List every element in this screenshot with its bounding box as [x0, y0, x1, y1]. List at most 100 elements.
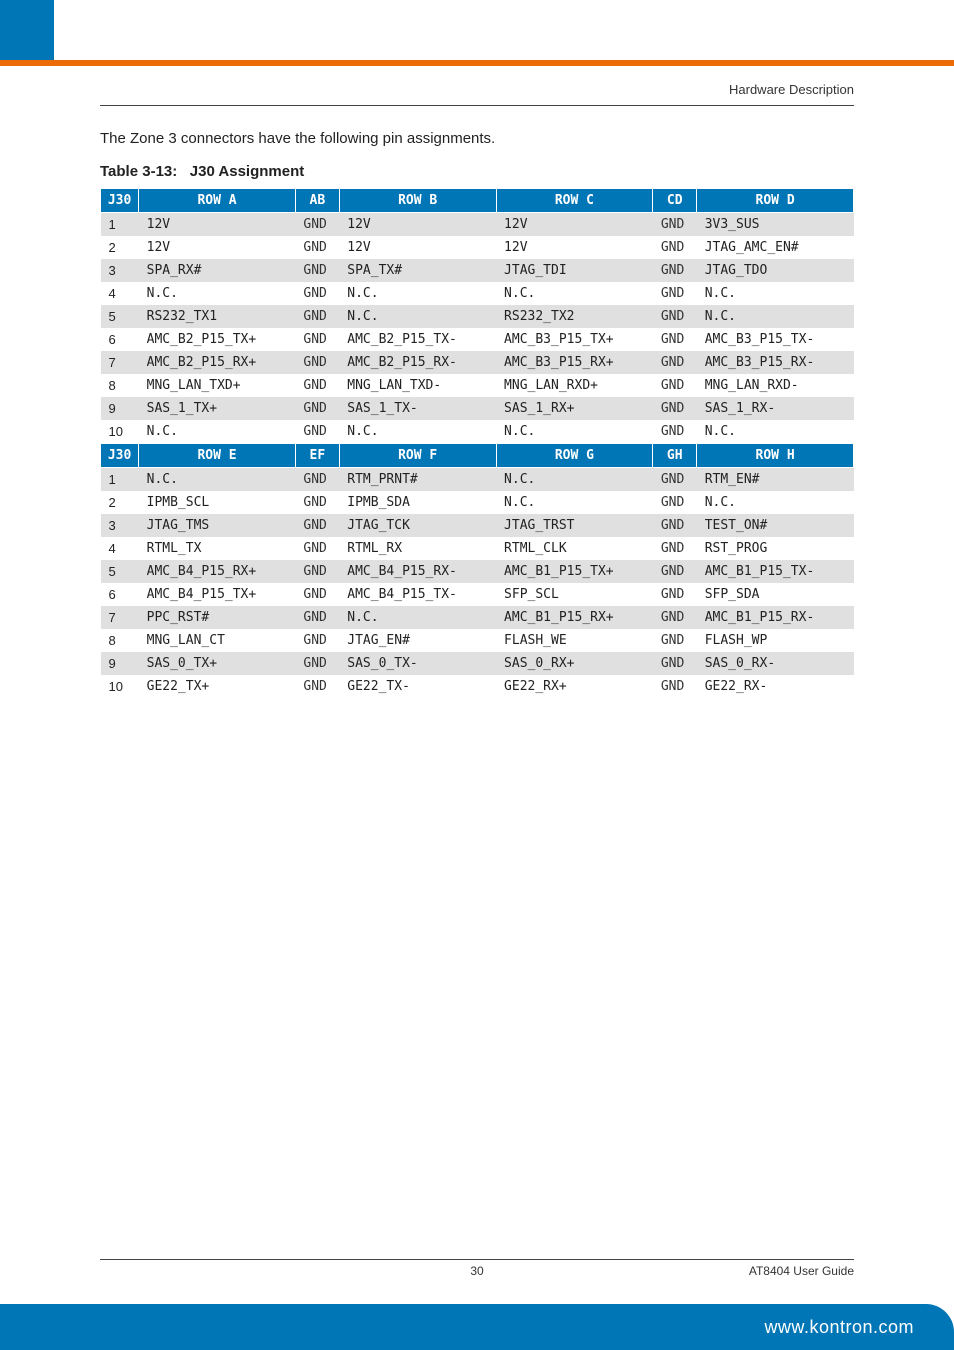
table-cell: GND [653, 537, 697, 560]
table-cell: GND [295, 305, 339, 328]
table-row: 4N.C.GNDN.C.N.C.GNDN.C. [101, 282, 854, 305]
table-cell: N.C. [496, 468, 653, 492]
table-cell: 12V [496, 236, 653, 259]
footer-doc-title: AT8404 User Guide [749, 1264, 854, 1278]
table-cell: SPA_TX# [339, 259, 496, 282]
table-row: 10GE22_TX+GNDGE22_TX-GE22_RX+GNDGE22_RX- [101, 675, 854, 698]
table-cell: RST_PROG [697, 537, 854, 560]
table-cell: GND [295, 213, 339, 237]
table-cell: 12V [139, 236, 296, 259]
table-cell: GE22_RX- [697, 675, 854, 698]
table-cell: 7 [101, 606, 139, 629]
table-cell: N.C. [339, 305, 496, 328]
table-cell: GND [653, 236, 697, 259]
table-cell: GND [653, 491, 697, 514]
table-cell: JTAG_TCK [339, 514, 496, 537]
table-cell: N.C. [139, 420, 296, 444]
table-cell: GND [653, 259, 697, 282]
table-cell: MNG_LAN_TXD+ [139, 374, 296, 397]
table-cell: 3 [101, 259, 139, 282]
table-row: 7AMC_B2_P15_RX+GNDAMC_B2_P15_RX-AMC_B3_P… [101, 351, 854, 374]
table-cell: SPA_RX# [139, 259, 296, 282]
table-cell: GND [295, 560, 339, 583]
table-cell: JTAG_TDO [697, 259, 854, 282]
table-cell: GND [653, 468, 697, 492]
table-cell: N.C. [139, 468, 296, 492]
table-row: 112VGND12V12VGND3V3_SUS [101, 213, 854, 237]
table-cell: 12V [339, 213, 496, 237]
table-cell: GE22_TX- [339, 675, 496, 698]
table-cell: GND [295, 236, 339, 259]
table-row: 7PPC_RST#GNDN.C.AMC_B1_P15_RX+GNDAMC_B1_… [101, 606, 854, 629]
table-cell: SAS_0_RX+ [496, 652, 653, 675]
table-header-cell: ROW H [697, 444, 854, 468]
table-header-cell: ROW A [139, 189, 296, 213]
table-cell: GND [653, 652, 697, 675]
table-row: 8MNG_LAN_CTGNDJTAG_EN#FLASH_WEGNDFLASH_W… [101, 629, 854, 652]
table-cell: N.C. [496, 491, 653, 514]
table-row: 4RTML_TXGNDRTML_RXRTML_CLKGNDRST_PROG [101, 537, 854, 560]
table-row: 8MNG_LAN_TXD+GNDMNG_LAN_TXD-MNG_LAN_RXD+… [101, 374, 854, 397]
table-cell: GND [653, 397, 697, 420]
table-row: 9SAS_1_TX+GNDSAS_1_TX-SAS_1_RX+GNDSAS_1_… [101, 397, 854, 420]
intro-text: The Zone 3 connectors have the following… [100, 130, 854, 147]
table-cell: AMC_B4_P15_RX+ [139, 560, 296, 583]
table-row: 1N.C.GNDRTM_PRNT#N.C.GNDRTM_EN# [101, 468, 854, 492]
table-cell: 3 [101, 514, 139, 537]
table-row: 2IPMB_SCLGNDIPMB_SDAN.C.GNDN.C. [101, 491, 854, 514]
table-cell: RS232_TX2 [496, 305, 653, 328]
table-cell: JTAG_TRST [496, 514, 653, 537]
table-cell: JTAG_AMC_EN# [697, 236, 854, 259]
table-cell: IPMB_SCL [139, 491, 296, 514]
table-cell: 5 [101, 560, 139, 583]
table-cell: TEST_ON# [697, 514, 854, 537]
page-body: Hardware Description The Zone 3 connecto… [0, 66, 954, 1350]
table-row: 6AMC_B4_P15_TX+GNDAMC_B4_P15_TX-SFP_SCLG… [101, 583, 854, 606]
table-header-cell: ROW E [139, 444, 296, 468]
table-cell: SAS_0_TX- [339, 652, 496, 675]
table-row: 3SPA_RX#GNDSPA_TX#JTAG_TDIGNDJTAG_TDO [101, 259, 854, 282]
table-header-cell: ROW B [339, 189, 496, 213]
table-cell: N.C. [496, 420, 653, 444]
table-header-cell: ROW F [339, 444, 496, 468]
table-cell: AMC_B4_P15_RX- [339, 560, 496, 583]
table-cell: RTML_RX [339, 537, 496, 560]
table-cell: SAS_1_TX- [339, 397, 496, 420]
table-cell: GND [653, 213, 697, 237]
footer-page-number: 30 [470, 1264, 483, 1278]
table-cell: GND [653, 328, 697, 351]
table-cell: 3V3_SUS [697, 213, 854, 237]
table-cell: 5 [101, 305, 139, 328]
table-cell: N.C. [697, 282, 854, 305]
table-cell: 6 [101, 583, 139, 606]
table-row: 6AMC_B2_P15_TX+GNDAMC_B2_P15_TX-AMC_B3_P… [101, 328, 854, 351]
table-cell: GND [653, 282, 697, 305]
table-header-cell: J30 [101, 444, 139, 468]
table-row: 3JTAG_TMSGNDJTAG_TCKJTAG_TRSTGNDTEST_ON# [101, 514, 854, 537]
table-cell: 2 [101, 236, 139, 259]
table-cell: SFP_SCL [496, 583, 653, 606]
table-cell: MNG_LAN_CT [139, 629, 296, 652]
bottom-bar: www.kontron.com [0, 1304, 954, 1350]
table-header-1: J30ROW AABROW BROW CCDROW D [101, 189, 854, 213]
table-cell: 4 [101, 282, 139, 305]
table-cell: AMC_B2_P15_TX- [339, 328, 496, 351]
table-header-cell: ROW D [697, 189, 854, 213]
table-cell: JTAG_TMS [139, 514, 296, 537]
table-cell: GND [295, 514, 339, 537]
table-header-cell: ROW C [496, 189, 653, 213]
table-cell: 4 [101, 537, 139, 560]
table-row: 9SAS_0_TX+GNDSAS_0_TX-SAS_0_RX+GNDSAS_0_… [101, 652, 854, 675]
left-spine [0, 0, 54, 60]
table-cell: GND [295, 351, 339, 374]
table-cell: MNG_LAN_RXD+ [496, 374, 653, 397]
table-row: 5AMC_B4_P15_RX+GNDAMC_B4_P15_RX-AMC_B1_P… [101, 560, 854, 583]
table-cell: GND [653, 420, 697, 444]
table-cell: 10 [101, 420, 139, 444]
table-cell: SAS_0_RX- [697, 652, 854, 675]
table-cell: AMC_B4_P15_TX+ [139, 583, 296, 606]
table-cell: N.C. [339, 420, 496, 444]
table-cell: AMC_B1_P15_TX+ [496, 560, 653, 583]
footer-url[interactable]: www.kontron.com [764, 1317, 914, 1338]
table-cell: N.C. [697, 305, 854, 328]
